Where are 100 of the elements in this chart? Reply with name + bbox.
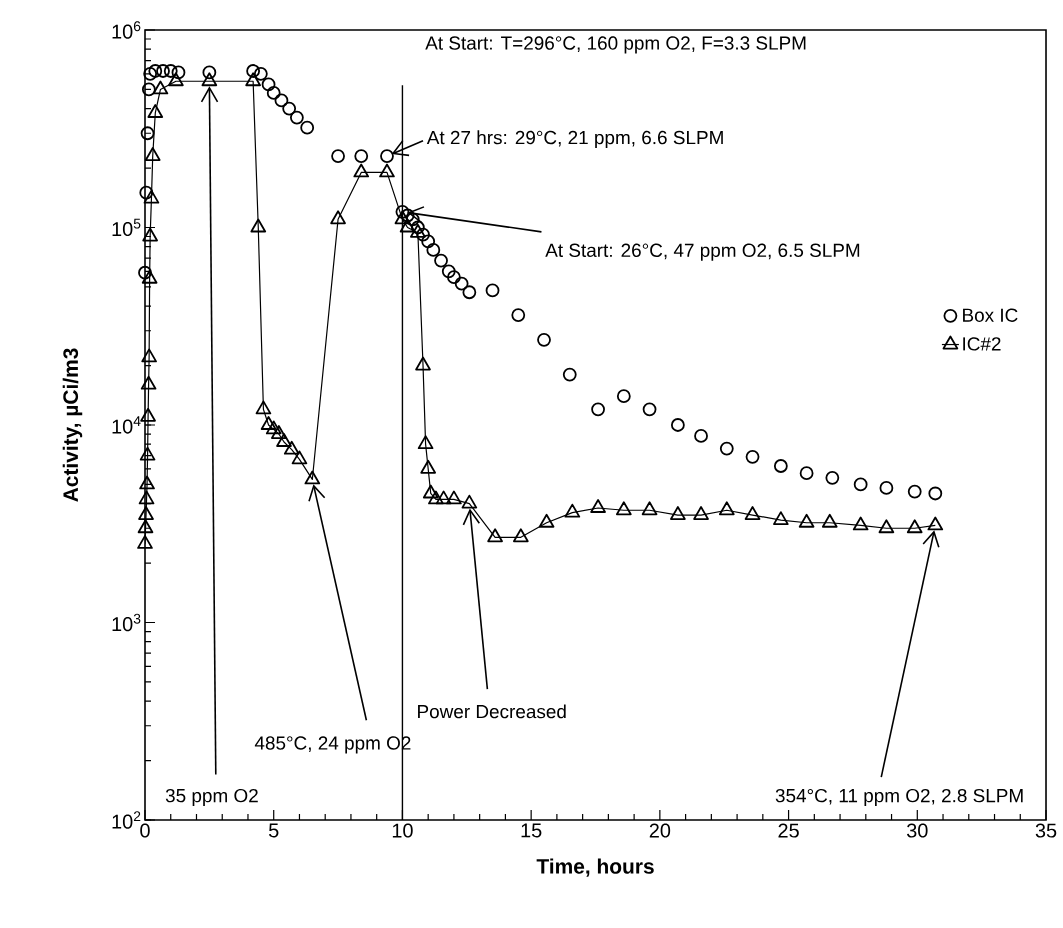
point	[142, 227, 158, 242]
point	[420, 459, 436, 474]
point	[141, 269, 158, 284]
point	[852, 516, 869, 531]
point	[261, 77, 276, 92]
point	[171, 65, 186, 80]
point	[879, 481, 894, 495]
point	[719, 441, 734, 456]
point	[139, 446, 156, 461]
point	[415, 356, 431, 371]
point	[246, 64, 261, 78]
point	[745, 449, 760, 464]
y-axis-title: Activity, µCi/m3	[62, 348, 83, 502]
point	[428, 490, 444, 505]
point	[139, 475, 155, 490]
point	[265, 420, 282, 435]
point	[744, 506, 761, 520]
point	[331, 149, 345, 163]
annotation: At 27 hrs: 29°C, 21 ppm, 6.6 SLPM	[426, 130, 723, 148]
point	[266, 86, 281, 100]
point	[616, 389, 631, 404]
y-tick-label: 10$^{5}$	[112, 218, 141, 237]
point	[144, 147, 161, 161]
point	[454, 276, 469, 291]
point	[538, 513, 555, 528]
point	[140, 407, 156, 422]
point	[400, 208, 415, 223]
point	[140, 126, 155, 141]
point	[511, 308, 526, 323]
x-tick-label: 35	[1035, 823, 1057, 838]
point	[255, 400, 272, 415]
point	[137, 519, 154, 534]
legend-label: Box IC	[963, 308, 1018, 322]
x-tick-label: 30	[906, 823, 928, 838]
point	[253, 66, 268, 81]
point	[564, 503, 581, 518]
point	[825, 470, 840, 485]
point	[927, 516, 944, 531]
point	[441, 264, 456, 279]
point	[283, 440, 300, 455]
annotation: Power Decreased	[418, 704, 566, 719]
point	[694, 429, 708, 443]
point	[435, 490, 452, 505]
point	[422, 484, 439, 499]
point	[282, 101, 297, 116]
point	[140, 375, 157, 390]
x-tick-label: 20	[649, 823, 671, 838]
point	[641, 501, 658, 516]
annotation: 35 ppm O2	[165, 788, 258, 807]
point	[289, 110, 304, 125]
point	[138, 490, 155, 505]
point	[537, 332, 551, 347]
point	[487, 528, 503, 543]
point	[143, 66, 158, 81]
point	[670, 418, 685, 432]
point	[330, 210, 346, 225]
point	[417, 435, 434, 450]
point	[462, 285, 477, 300]
point	[141, 82, 156, 97]
point	[147, 104, 164, 118]
point	[421, 234, 436, 249]
point	[250, 218, 267, 233]
y-tick-label: 10$^{2}$	[112, 811, 141, 829]
point	[446, 490, 462, 505]
point	[354, 149, 369, 163]
y-tick-label: 10$^{6}$	[112, 21, 141, 39]
point	[399, 218, 416, 233]
x-tick-label: 10	[392, 823, 413, 838]
point	[718, 501, 735, 516]
point	[201, 72, 218, 87]
y-tick-label: 10$^{4}$	[112, 416, 141, 434]
annotation: At Start: 26°C, 47 ppm O2, 6.5 SLPM	[545, 243, 860, 261]
point	[590, 499, 606, 513]
point	[141, 348, 157, 363]
point	[137, 535, 153, 549]
point	[907, 484, 922, 499]
point	[773, 459, 788, 473]
point	[485, 283, 500, 298]
x-tick-label: 25	[778, 823, 799, 838]
point	[670, 506, 686, 520]
point	[148, 64, 163, 78]
point	[878, 519, 895, 534]
point	[143, 189, 160, 204]
point	[291, 450, 308, 465]
point	[260, 416, 277, 430]
point	[642, 402, 657, 417]
point	[906, 519, 923, 534]
point	[379, 163, 395, 178]
point	[271, 425, 287, 439]
point	[138, 506, 154, 520]
point	[821, 513, 838, 528]
point	[461, 494, 478, 509]
point	[152, 80, 169, 95]
x-axis-title: Time, hours	[536, 858, 654, 877]
point	[853, 477, 868, 492]
point	[928, 486, 943, 501]
point	[591, 402, 605, 417]
point	[156, 64, 170, 78]
point	[202, 65, 217, 80]
point	[426, 243, 441, 257]
